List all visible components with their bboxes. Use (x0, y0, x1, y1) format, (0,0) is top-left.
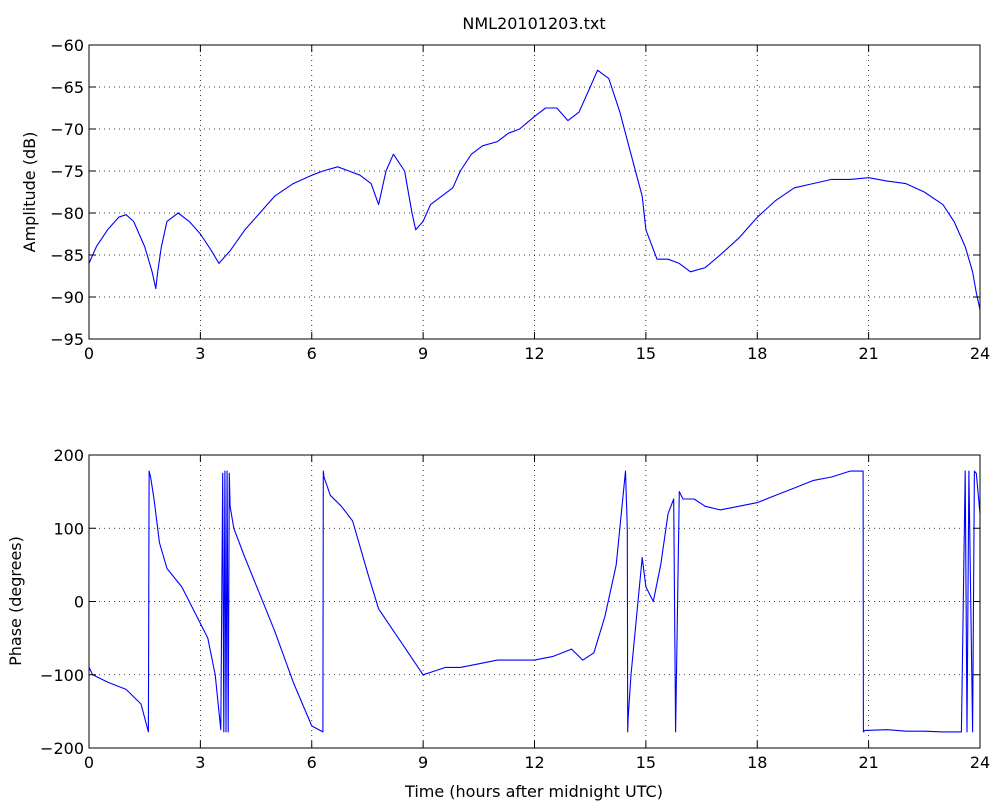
x-tick-label: 18 (747, 753, 767, 772)
x-tick-label: 24 (970, 344, 990, 363)
y-tick-label: −90 (50, 288, 84, 307)
x-tick-label: 12 (524, 753, 544, 772)
chart-title: NML20101203.txt (462, 14, 605, 33)
y-tick-label: 0 (74, 593, 84, 612)
y-tick-label: −85 (50, 246, 84, 265)
y-tick-label: −75 (50, 162, 84, 181)
y-tick-label: −70 (50, 120, 84, 139)
phase-subplot: Phase (degrees) Time (hours after midnig… (6, 446, 990, 801)
amplitude-subplot: NML20101203.txt Amplitude (dB) 0 3 6 9 12 15 1… (20, 14, 990, 363)
y-tick-label: −65 (50, 78, 84, 97)
x-tick-label: 0 (84, 753, 94, 772)
x-tick-label: 3 (195, 753, 205, 772)
x-tick-label: 6 (307, 344, 317, 363)
y-tick-label: −95 (50, 330, 84, 349)
phase-series-line (88, 470, 981, 733)
y-tick-label: −200 (40, 739, 84, 758)
x-tick-label: 21 (858, 344, 878, 363)
x-tick-label: 21 (858, 753, 878, 772)
plot-frame (88, 44, 981, 340)
phase-ylabel: Phase (degrees) (6, 536, 25, 666)
y-tick-label: −60 (50, 36, 84, 55)
x-tick-label: 12 (524, 344, 544, 363)
y-tick-label: 200 (53, 446, 84, 465)
x-tick-label: 9 (418, 753, 428, 772)
x-tick-label: 15 (636, 753, 656, 772)
x-tick-label: 0 (84, 344, 94, 363)
x-tick-label: 24 (970, 753, 990, 772)
y-tick-label: −100 (40, 666, 84, 685)
y-tick-label: −80 (50, 204, 84, 223)
y-tick-label: 100 (53, 519, 84, 538)
x-tick-label: 3 (195, 344, 205, 363)
amplitude-series-line (88, 69, 981, 310)
x-tick-label: 6 (307, 753, 317, 772)
x-tick-label: 15 (636, 344, 656, 363)
x-tick-label: 9 (418, 344, 428, 363)
amplitude-ylabel: Amplitude (dB) (20, 132, 39, 253)
x-tick-label: 18 (747, 344, 767, 363)
phase-xlabel: Time (hours after midnight UTC) (404, 782, 663, 801)
